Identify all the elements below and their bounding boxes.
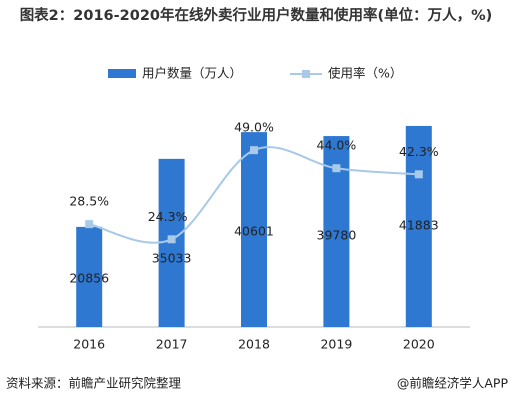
line-value-label: 24.3%: [148, 209, 188, 224]
line-marker: [332, 164, 341, 173]
bar-value-label: 40601: [234, 224, 274, 239]
legend-label: 用户数量（万人）: [142, 66, 242, 81]
source-note: 资料来源：前瞻产业研究院整理: [6, 376, 182, 391]
line-value-label: 28.5%: [69, 194, 109, 209]
brand-note: @前瞻经济学人APP: [397, 376, 509, 391]
line-value-label: 49.0%: [234, 120, 274, 135]
bar-value-label: 20856: [69, 270, 109, 285]
bar: [241, 132, 267, 327]
bar-value-label: 35033: [152, 250, 192, 265]
chart-title: 图表2：2016-2020年在线外卖行业用户数量和使用率(单位：万人，%): [19, 8, 493, 24]
line-value-label: 42.3%: [399, 144, 439, 159]
x-tick-label: 2017: [156, 337, 188, 352]
legend-swatch: [108, 69, 136, 78]
bar-value-label: 39780: [317, 228, 357, 243]
line-marker: [414, 170, 423, 179]
x-tick-label: 2018: [238, 337, 270, 352]
legend-swatch: [302, 70, 310, 78]
x-tick-label: 2019: [320, 337, 352, 352]
line-marker: [167, 235, 176, 244]
x-tick-label: 2016: [73, 337, 105, 352]
bar: [405, 125, 432, 327]
legend-label: 使用率（%）: [328, 66, 402, 81]
line-marker: [250, 146, 258, 155]
bar-value-label: 41883: [399, 217, 439, 232]
bar: [76, 226, 103, 327]
line-value-label: 44.0%: [317, 138, 357, 153]
x-tick-label: 2020: [403, 337, 435, 352]
line-marker: [85, 220, 94, 229]
